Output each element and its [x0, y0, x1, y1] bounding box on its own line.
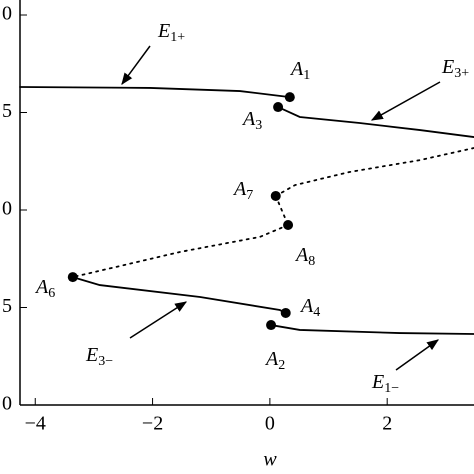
branch-label-sub: 3− [98, 354, 113, 369]
branch-label: E3+ [441, 56, 469, 82]
branch-label-main: E [157, 20, 170, 42]
point-label-main: A [264, 348, 279, 370]
x-tick-label: 0 [265, 413, 275, 435]
point-label: A7 [232, 178, 253, 204]
y-tick-label: 0 [2, 198, 12, 220]
annotation-arrow [121, 45, 151, 85]
point-label: A3 [241, 108, 262, 134]
solid-branch [19, 86, 291, 99]
point-label-main: A [241, 108, 256, 130]
dotted-branch [274, 195, 289, 226]
point-label-main: A [294, 244, 309, 266]
x-tick-label: 2 [382, 413, 392, 435]
annotation-arrow [129, 301, 188, 339]
point-label: A1 [289, 58, 310, 84]
y-tick-label: 5 [2, 100, 12, 122]
point-label: A6 [34, 276, 55, 302]
x-axis-label: w [263, 449, 277, 471]
point-label-sub: 4 [313, 305, 320, 320]
point-label: A4 [299, 295, 320, 321]
point-label-sub: 7 [246, 188, 253, 203]
branch-label-main: E [371, 371, 384, 393]
point-label-main: A [34, 276, 49, 298]
point-label-sub: 1 [303, 68, 310, 83]
branch-label-sub: 3+ [454, 66, 469, 81]
solid-branch [71, 276, 287, 314]
branch-label-main: E [441, 56, 454, 78]
bifurcation-point [270, 190, 281, 201]
branch-label-main: E [85, 344, 98, 366]
branch-label-sub: 1+ [170, 30, 185, 45]
annotation-arrow [395, 339, 439, 371]
point-label-main: A [299, 295, 314, 317]
x-tick-label: −2 [142, 413, 163, 435]
point-label-main: A [232, 178, 247, 200]
annotation-arrow [370, 81, 441, 121]
bifurcation-point [67, 272, 78, 283]
point-label-sub: 2 [278, 358, 285, 373]
x-tick-label: −4 [25, 413, 46, 435]
y-tick-label: 5 [2, 295, 12, 317]
y-tick-label: 0 [2, 393, 12, 415]
solid-branch [277, 106, 474, 138]
point-label: A8 [294, 244, 315, 270]
bifurcation-point [284, 92, 295, 103]
point-label-sub: 3 [255, 118, 262, 133]
bifurcation-point [280, 307, 291, 318]
branch-label: E1+ [157, 20, 185, 46]
point-label-sub: 8 [308, 254, 315, 269]
branch-label: E1− [371, 371, 399, 397]
bifurcation-point [266, 320, 277, 331]
dotted-branch [274, 147, 474, 197]
point-label: A2 [264, 348, 285, 374]
point-label-main: A [289, 58, 304, 80]
solid-branch [270, 324, 474, 335]
bifurcation-point [273, 102, 284, 113]
branch-label-sub: 1− [384, 381, 399, 396]
point-label-sub: 6 [48, 286, 55, 301]
branch-label: E3− [85, 344, 113, 370]
dotted-branch [71, 224, 289, 278]
y-tick-label: 0 [2, 3, 12, 25]
bifurcation-point [283, 220, 294, 231]
